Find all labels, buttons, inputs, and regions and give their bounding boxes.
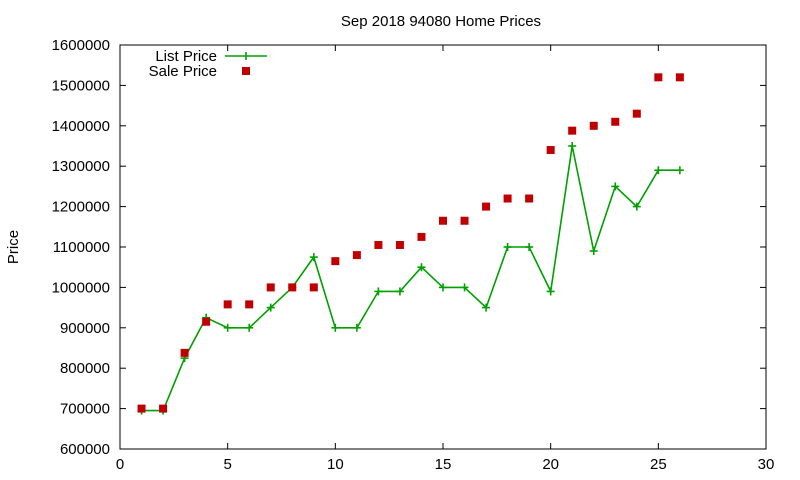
y-tick-label: 600000 — [60, 441, 110, 458]
sale-price-point — [159, 404, 168, 413]
y-axis-label: Price — [5, 230, 22, 264]
sale-price-point — [180, 348, 189, 357]
list-price-point — [654, 166, 663, 175]
list-price-point — [460, 283, 469, 292]
sale-price-point — [309, 283, 318, 292]
sale-price-point — [417, 232, 426, 241]
plot-frame — [119, 44, 767, 450]
sale-price-point — [223, 300, 232, 309]
list-price-point — [632, 202, 641, 211]
sale-price-point — [374, 240, 383, 249]
sale-price-point — [611, 117, 620, 126]
list-price-point — [525, 243, 534, 251]
list-price-point — [352, 323, 361, 332]
sale-price-point — [589, 121, 598, 130]
list-price-point — [503, 243, 512, 251]
sale-price-point — [439, 216, 447, 225]
list-price-point — [331, 323, 340, 332]
y-tick-label: 700000 — [60, 401, 110, 418]
y-tick-label: 1100000 — [53, 239, 110, 256]
x-tick-label: 30 — [758, 456, 775, 473]
list-price-point — [482, 303, 491, 312]
sale-price-point — [568, 126, 577, 135]
list-price-point — [309, 253, 318, 262]
legend-label-sale-price: Sale Price — [149, 63, 217, 80]
sale-price-point — [525, 194, 534, 203]
sale-price-point — [482, 202, 491, 211]
sale-price-point — [331, 257, 340, 266]
sale-price-point — [266, 283, 275, 292]
x-tick-label: 15 — [435, 456, 452, 473]
sale-price-point — [503, 194, 512, 203]
y-tick-label: 1200000 — [52, 199, 110, 216]
list-price-line — [141, 145, 680, 412]
axis-ticks: 600000 700000 800000 900000 1000000 1100000 12… — [52, 37, 775, 473]
sale-price-point — [395, 240, 404, 249]
series-layer — [137, 73, 684, 415]
list-price-point — [266, 303, 275, 312]
list-price-point — [374, 287, 383, 296]
sale-price-point — [546, 146, 555, 155]
list-price-point — [245, 323, 254, 332]
x-tick-label: 10 — [327, 456, 344, 473]
sale-price-point — [137, 404, 146, 413]
list-price-point — [417, 263, 426, 272]
x-tick-label: 20 — [542, 456, 559, 473]
list-price-point — [611, 182, 620, 191]
y-tick-label: 1500000 — [52, 77, 110, 94]
sale-price-point — [245, 300, 254, 309]
y-tick-label: 900000 — [60, 320, 110, 337]
y-tick-label: 1300000 — [52, 158, 110, 175]
list-price-point — [568, 142, 577, 150]
x-tick-label: 0 — [116, 456, 124, 473]
sale-price-point — [654, 73, 663, 82]
y-tick-label: 1000000 — [52, 279, 110, 296]
sale-price-point — [288, 283, 297, 292]
list-price-point — [223, 323, 232, 332]
list-price-point — [675, 166, 684, 175]
sale-price-point — [352, 251, 361, 260]
list-price-point — [395, 287, 404, 296]
sale-price-point — [632, 109, 641, 118]
y-tick-label: 1400000 — [52, 118, 110, 135]
x-tick-label: 5 — [223, 456, 231, 473]
chart-title: Sep 2018 94080 Home Prices — [341, 13, 541, 30]
sale-price-point — [202, 317, 211, 326]
list-price-point — [546, 287, 555, 296]
sale-price-point — [460, 216, 469, 225]
y-tick-label: 800000 — [60, 360, 110, 377]
y-tick-label: 1600000 — [52, 37, 110, 54]
sale-price-point — [675, 73, 684, 82]
x-tick-label: 25 — [650, 456, 667, 473]
legend-marker-sale-price — [242, 67, 250, 75]
list-price-point — [589, 247, 598, 256]
legend-label-list-price: List Price — [155, 48, 217, 65]
list-price-point — [439, 283, 447, 292]
